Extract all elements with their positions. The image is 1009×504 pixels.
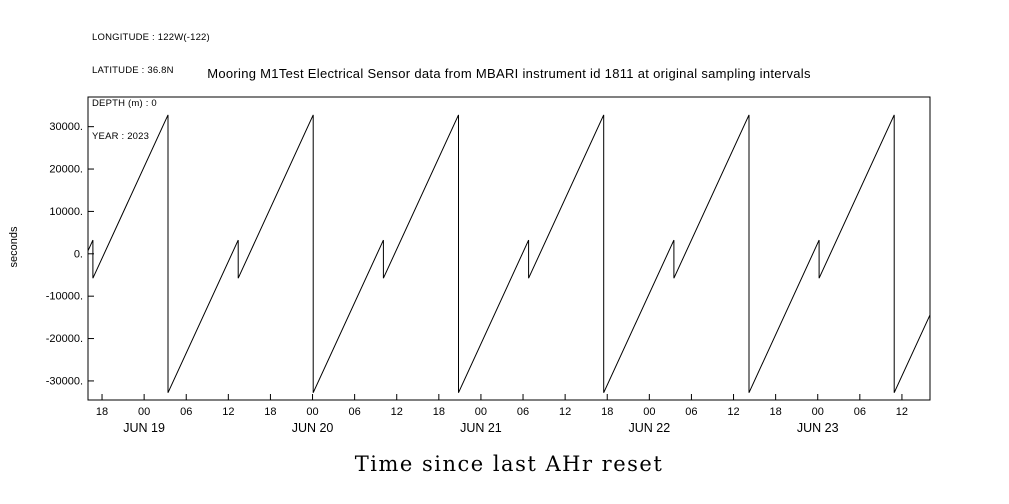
x-tick-label: 00 xyxy=(138,406,150,418)
series-line xyxy=(87,114,931,393)
x-date-label: JUN 19 xyxy=(123,421,165,435)
chart-title: Mooring M1Test Electrical Sensor data fr… xyxy=(207,66,811,81)
y-tick-label: 20000. xyxy=(49,164,83,176)
x-tick-label: 12 xyxy=(727,406,739,418)
y-tick-label: 30000. xyxy=(49,121,83,133)
x-tick-label: 18 xyxy=(770,406,782,418)
x-tick-label: 00 xyxy=(306,406,318,418)
x-axis-title: Time since last AHr reset xyxy=(354,452,664,476)
x-date-label: JUN 20 xyxy=(292,421,334,435)
x-tick-label: 06 xyxy=(180,406,192,418)
x-tick-label: 12 xyxy=(391,406,403,418)
y-tick-label: -20000. xyxy=(46,333,83,345)
y-tick-label: -10000. xyxy=(46,291,83,303)
y-tick-label: 10000. xyxy=(49,206,83,218)
x-date-label: JUN 22 xyxy=(628,421,670,435)
y-tick-label: 0. xyxy=(74,248,83,260)
plot-frame xyxy=(87,96,931,401)
x-tick-label: 06 xyxy=(349,406,361,418)
x-tick-label: 18 xyxy=(264,406,276,418)
x-tick-label: 18 xyxy=(96,406,108,418)
x-tick-label: 06 xyxy=(854,406,866,418)
metadata-year: YEAR : 2023 xyxy=(92,131,150,142)
x-tick-label: 06 xyxy=(517,406,529,418)
x-tick-label: 18 xyxy=(601,406,613,418)
x-tick-label: 06 xyxy=(685,406,697,418)
x-tick-label: 00 xyxy=(812,406,824,418)
x-tick-label: 00 xyxy=(643,406,655,418)
x-date-label: JUN 23 xyxy=(797,421,839,435)
metadata-latitude: LATITUDE : 36.8N xyxy=(92,65,174,76)
x-tick-label: 12 xyxy=(222,406,234,418)
metadata-longitude: LONGITUDE : 122W(-122) xyxy=(92,32,210,43)
station-metadata: LONGITUDE : 122W(-122) LATITUDE : 36.8N … xyxy=(92,10,210,153)
x-tick-label: 12 xyxy=(896,406,908,418)
metadata-depth: DEPTH (m) : 0 xyxy=(92,98,157,109)
x-tick-label: 00 xyxy=(475,406,487,418)
x-date-label: JUN 21 xyxy=(460,421,502,435)
y-tick-label: -30000. xyxy=(46,375,83,387)
x-tick-label: 12 xyxy=(559,406,571,418)
x-tick-label: 18 xyxy=(433,406,445,418)
